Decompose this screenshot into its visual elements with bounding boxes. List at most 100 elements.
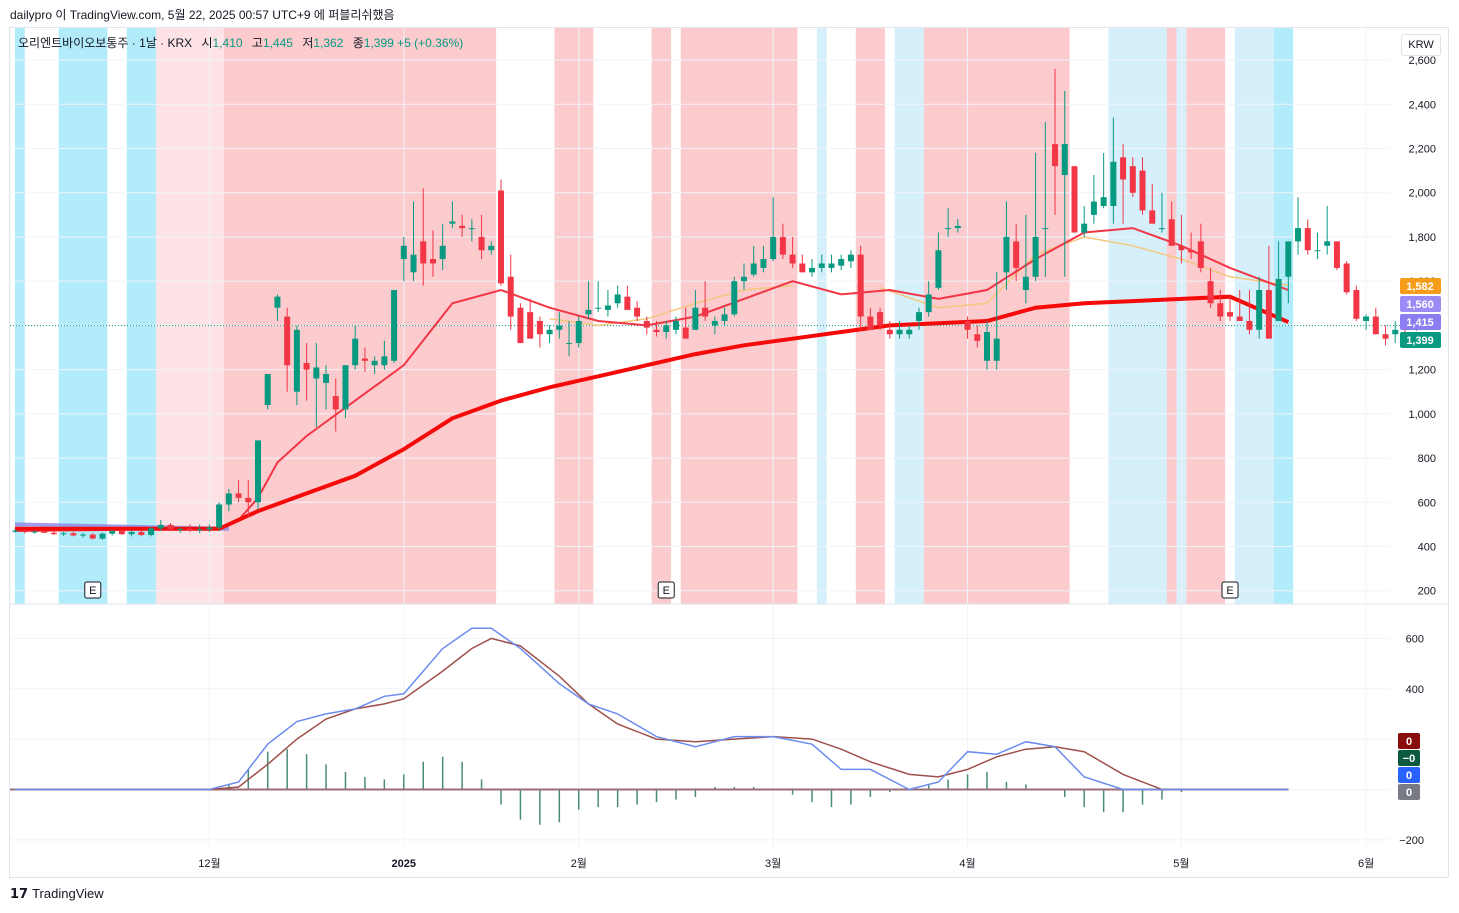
candle [371,356,378,375]
candle [352,325,359,370]
bg-band [651,28,672,604]
candle-body [303,362,310,370]
candle-body [177,528,184,530]
candle [915,307,922,330]
candle [459,214,466,237]
candle-body [1197,241,1204,268]
candle-body [50,532,57,535]
bg-band [816,28,827,604]
candle [682,307,689,339]
candle [809,259,816,277]
candle [1275,241,1282,321]
grid-lines [10,28,1449,850]
open-label: 시 [201,36,213,50]
candle [779,223,786,260]
macd-badge-bg [1398,750,1420,766]
price-tick-label: 1,200 [1408,365,1436,377]
candle [585,281,592,319]
candle-body [1382,334,1389,339]
candle-body [1013,241,1020,268]
candle-body [245,497,252,503]
bg-band [1108,28,1167,604]
time-tick-label: 2025 [392,858,416,870]
earnings-marker-icon: E [1221,581,1239,599]
candle [1392,320,1399,344]
candle [225,489,232,512]
price-badge: 1,415 [1400,314,1441,330]
candle [692,290,699,330]
candle [1013,223,1020,282]
candle-body [1236,316,1243,321]
candle-body [984,332,990,361]
candle-body [1333,241,1340,268]
candle [1061,91,1068,277]
candle-body [381,356,388,366]
price-tick-label: 2,000 [1408,188,1436,200]
candle [877,307,884,330]
candle-body [439,245,446,260]
candle [80,532,87,538]
price-badge: 1,560 [1400,296,1441,312]
bg-band [126,28,156,604]
candle-body [1363,316,1370,321]
earnings-marker-icon: E [657,581,675,599]
candle [1256,276,1263,339]
candle-body [809,267,816,273]
candle-body [585,309,592,315]
candle-body [896,329,903,335]
candle [303,343,310,401]
candle-body [420,241,427,264]
price-tick-label: 1,000 [1408,409,1436,421]
candle-body [799,263,806,273]
candle-body [643,320,650,328]
moving-averages [14,227,1290,532]
candle-body [527,312,534,339]
candle-body [264,374,271,405]
candle-body [993,338,1000,361]
candle [293,325,300,405]
candle-body [672,320,679,330]
price-badges: 1,582 1,560 1,415 1,399 0 −0 0 0 [1398,278,1441,800]
candle [741,263,747,291]
bg-band [155,28,224,604]
candle [1120,144,1127,224]
candle [99,532,106,540]
currency-button[interactable]: KRW [1401,34,1441,56]
candle [721,307,728,326]
ma-short-line [549,284,793,327]
candle-body [371,360,378,366]
candle [332,378,339,432]
candle [663,320,670,339]
candle [536,316,543,348]
candle-body [1129,166,1136,193]
candle-body [478,236,485,251]
candle-body [760,259,767,268]
candle-body [1217,303,1224,317]
candle [1295,197,1302,255]
macd-panel: −200 400 600 [10,627,1424,847]
candle-body [1304,228,1311,251]
candle [167,523,174,532]
candle [595,281,602,313]
macd-badge-bg [1398,767,1420,783]
price-tick-label: 2,200 [1408,144,1436,156]
earnings-box [657,581,675,599]
macd-badge-text: 0 [1406,736,1412,748]
price-badge: 1,582 [1400,278,1441,294]
candle-body [148,528,155,536]
candle [1071,166,1078,233]
candle [1168,201,1175,246]
candle-body [556,325,563,330]
price-tick-label: 800 [1418,453,1436,465]
candle-body [41,531,48,533]
tradingview-footer[interactable]: 𝟭𝟳 TradingView [10,886,104,902]
time-tick-label: 5월 [1173,857,1189,870]
close-label: 종 [352,36,364,50]
candle [1353,285,1360,321]
candle [896,320,903,339]
candle-body [1265,290,1272,339]
candle [847,250,854,268]
candle [954,219,961,233]
candle-body [293,329,300,392]
